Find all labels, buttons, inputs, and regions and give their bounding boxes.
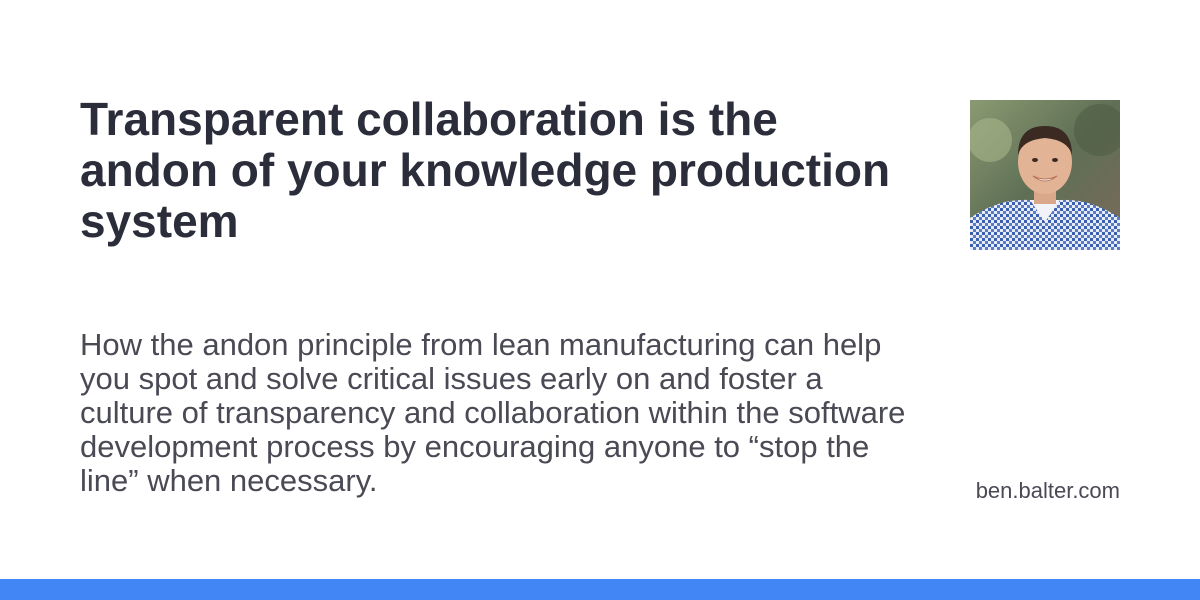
author-avatar [970,100,1120,250]
site-url: ben.balter.com [975,478,1120,503]
accent-bar [0,579,1200,600]
page-description: How the andon principle from lean manufa… [80,327,906,498]
page-title: Transparent collaboration is the andon o… [80,93,891,247]
author-photo-icon [970,100,1120,250]
